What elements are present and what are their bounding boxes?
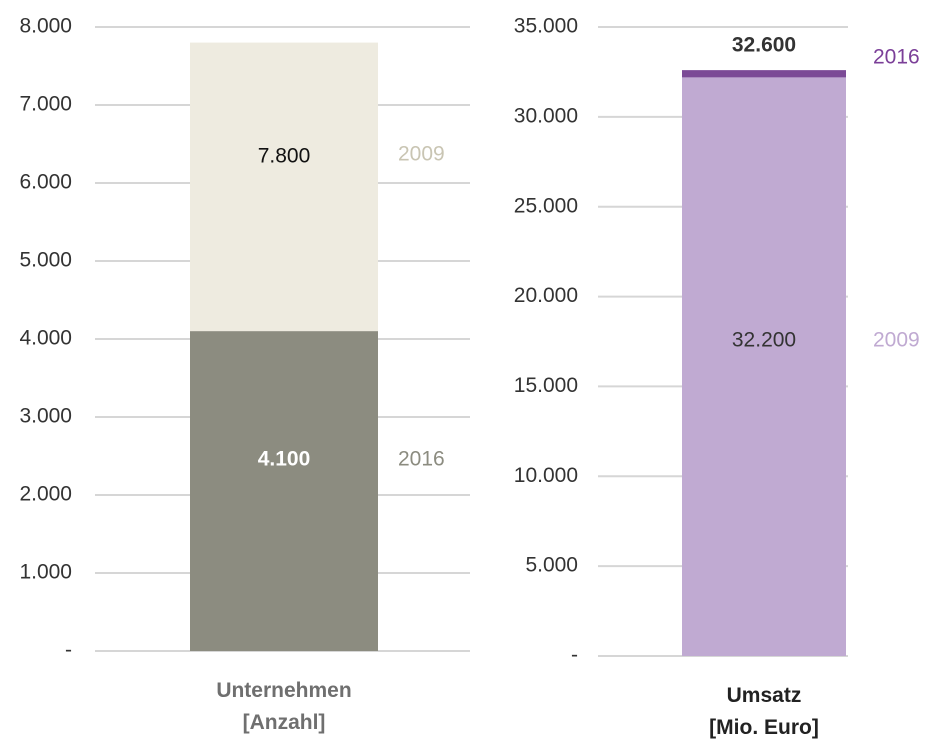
y-tick-label: 35.000 [514,15,578,38]
x-tick-label: Unternehmen [Anzahl] [216,679,351,734]
y-tick-label: 4.000 [19,327,72,350]
y-tick-label: 8.000 [19,15,72,38]
y-tick-label: 15.000 [514,374,578,397]
y-tick-label: 5.000 [525,554,578,577]
y-tick-label: 7.000 [19,93,72,116]
y-tick-label: 3.000 [19,405,72,428]
y-tick-label: 10.000 [514,464,578,487]
y-tick-label: 25.000 [514,194,578,217]
value-label: 4.100 [258,448,311,471]
legend-label: 2016 [398,448,445,471]
y-tick-label: 6.000 [19,171,72,194]
y-tick-label: - [65,639,72,662]
y-tick-label: 1.000 [19,561,72,584]
bar [190,331,378,651]
legend-label: 2009 [398,143,445,166]
value-label: 7.800 [258,145,311,168]
y-tick-label: 20.000 [514,284,578,307]
value-label: 32.600 [732,34,796,57]
legend-label: 2009 [873,329,920,352]
y-tick-label: 30.000 [514,104,578,127]
bar [682,77,846,656]
y-tick-label: - [571,644,578,667]
x-tick-label: Umsatz [Mio. Euro] [709,684,819,739]
legend-label: 2016 [873,46,920,69]
y-tick-label: 5.000 [19,249,72,272]
y-tick-label: 2.000 [19,483,72,506]
value-label: 32.200 [732,329,796,352]
